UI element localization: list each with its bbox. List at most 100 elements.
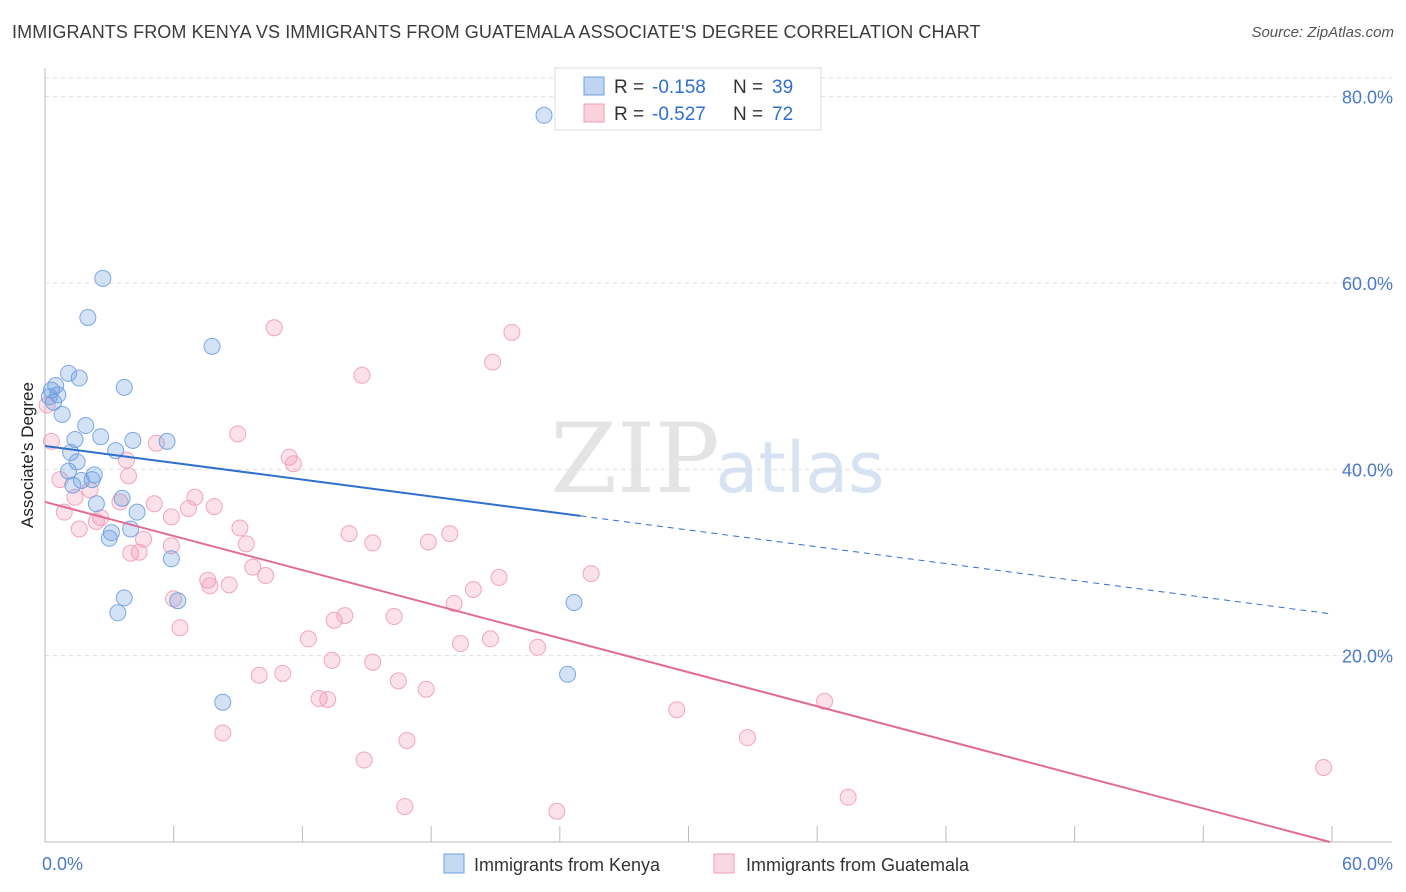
guatemala-point-65 [738,729,756,747]
kenya-point-4 [60,364,78,382]
stats-swatch-0 [583,76,605,96]
y-tick-label-80: 80.0% [1342,88,1393,108]
guatemala-point-60 [319,690,337,708]
guatemala-point-3 [484,353,502,371]
guatemala-point-28 [135,530,153,548]
guatemala-point-62 [816,692,834,710]
kenya-point-31 [100,529,118,547]
kenya-point-5 [70,369,88,387]
guatemala-point-34 [130,543,148,561]
kenya-point-16 [124,431,142,449]
chart-title: IMMIGRANTS FROM KENYA VS IMMIGRANTS FROM… [12,22,981,42]
guatemala-point-70 [548,802,566,820]
stats-box-frame [554,67,822,131]
kenya-point-27 [87,495,105,513]
kenya-point-12 [53,405,71,423]
x-tick-label-max: 60.0% [1342,854,1393,874]
kenya-trend-line [44,445,581,517]
guatemala-point-52 [529,638,547,656]
y-tick-label-20: 20.0% [1342,647,1393,667]
bottom-legend: Immigrants from Kenya Immigrants from Gua… [443,853,970,875]
watermark-atlas: atlas [715,427,884,509]
guatemala-point-6 [229,425,247,443]
kenya-point-15 [92,428,110,446]
guatemala-point-7 [147,434,165,452]
kenya-point-13 [77,417,95,435]
stats-n-value-1: 72 [772,104,793,125]
guatemala-point-35 [244,558,262,576]
series-guatemala-points [38,319,1333,820]
stats-n-label-0: N = [733,77,763,98]
stats-r-label-0: R = [614,77,644,98]
guatemala-point-2 [353,366,371,384]
stats-n-label-1: N = [733,104,763,125]
guatemala-point-23 [162,508,180,526]
guatemala-point-51 [481,630,499,648]
kenya-point-34 [169,592,187,610]
guatemala-point-9 [284,455,302,473]
series-kenya-points [40,106,583,711]
guatemala-point-25 [70,520,88,538]
stats-swatch-1 [583,103,605,123]
guatemala-point-11 [120,467,138,485]
kenya-point-20 [68,453,86,471]
guatemala-point-30 [364,534,382,552]
kenya-point-11 [45,393,63,411]
kenya-point-25 [64,476,82,494]
source-credit: Source: ZipAtlas.com [1251,24,1394,41]
guatemala-point-48 [171,619,189,637]
kenya-point-1 [94,269,112,287]
y-tick-labels: 20.0% 40.0% 60.0% 80.0% 0.0% 60.0% [42,88,1393,874]
x-tick-label-min: 0.0% [42,854,83,874]
guatemala-point-33 [122,544,140,562]
kenya-point-36 [565,594,583,612]
guatemala-point-55 [250,666,268,684]
guatemala-point-47 [385,608,403,626]
guatemala-point-64 [398,731,416,749]
kenya-point-2 [79,308,97,326]
guatemala-point-58 [417,680,435,698]
guatemala-point-54 [364,653,382,671]
kenya-point-28 [128,503,146,521]
guatemala-point-19 [205,498,223,516]
kenya-point-17 [158,432,176,450]
watermark-zip: ZIP [550,403,719,515]
guatemala-point-27 [441,525,459,543]
stats-r-label-1: R = [614,104,644,125]
guatemala-point-67 [1315,758,1333,776]
trend-lines [44,445,1331,843]
guatemala-point-59 [310,690,328,708]
kenya-point-3 [203,337,221,355]
guatemala-point-1 [503,323,521,341]
stats-r-value-0: -0.158 [652,77,706,98]
guatemala-point-26 [340,525,358,543]
guatemala-point-45 [336,607,354,625]
y-tick-label-60: 60.0% [1342,274,1393,294]
guatemala-point-38 [220,576,238,594]
guatemala-point-66 [355,751,373,769]
guatemala-point-56 [274,664,292,682]
kenya-point-24 [83,471,101,489]
guatemala-point-36 [257,567,275,585]
kenya-point-6 [115,378,133,396]
guatemala-point-43 [165,590,182,608]
guatemala-point-18 [179,499,197,517]
kenya-point-22 [85,466,103,484]
guatemala-point-50 [451,635,469,653]
guatemala-point-29 [237,535,255,553]
guatemala-point-31 [419,533,437,551]
kenya-point-37 [559,665,577,683]
kenya-point-38 [214,693,232,711]
guatemala-point-69 [396,798,414,816]
kenya-point-32 [162,550,180,568]
guatemala-point-44 [445,594,463,612]
guatemala-point-63 [214,724,232,742]
guatemala-point-46 [325,611,343,629]
kenya-trend-extension [580,515,1331,615]
guatemala-point-0 [265,319,283,337]
guatemala-trend-line [44,500,1331,843]
y-tick-label-40: 40.0% [1342,460,1393,480]
kenya-point-35 [109,604,127,622]
guatemala-point-49 [299,630,317,648]
